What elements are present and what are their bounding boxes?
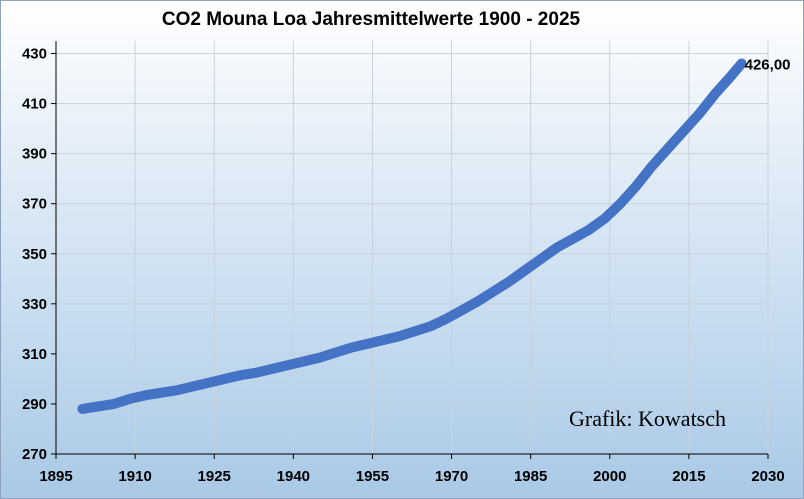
y-tick-label: 350 [22,246,47,263]
y-tick-label: 410 [22,96,47,113]
y-tick-label: 390 [22,146,47,163]
y-tick-label: 270 [22,446,47,463]
x-tick-label: 2000 [593,468,626,485]
x-tick-label: 1910 [118,468,151,485]
end-value-label: 426,00 [745,57,791,74]
x-tick-label: 2015 [672,468,705,485]
series-group [77,58,747,414]
x-tick-label: 1895 [39,468,72,485]
x-tick-label: 1970 [435,468,468,485]
y-tick-label: 430 [22,46,47,63]
x-tick-label: 2030 [751,468,784,485]
grid-lines [56,41,769,454]
credit-text: Grafik: Kowatsch [569,406,726,431]
y-tick-label: 310 [22,346,47,363]
x-tick-label: 1925 [198,468,231,485]
x-tick-label: 1955 [356,468,389,485]
y-tick-label: 290 [22,396,47,413]
chart-title: CO2 Mouna Loa Jahresmittelwerte 1900 - 2… [161,9,581,30]
co2-series-line [77,58,747,414]
x-tick-label: 1940 [277,468,310,485]
tick-labels: 1895 1910 1925 1940 1955 1970 1985 2000 2015 2030… [22,46,791,485]
y-tick-label: 370 [22,196,47,213]
axes [51,41,769,459]
x-tick-label: 1985 [514,468,547,485]
y-tick-label: 330 [22,296,47,313]
